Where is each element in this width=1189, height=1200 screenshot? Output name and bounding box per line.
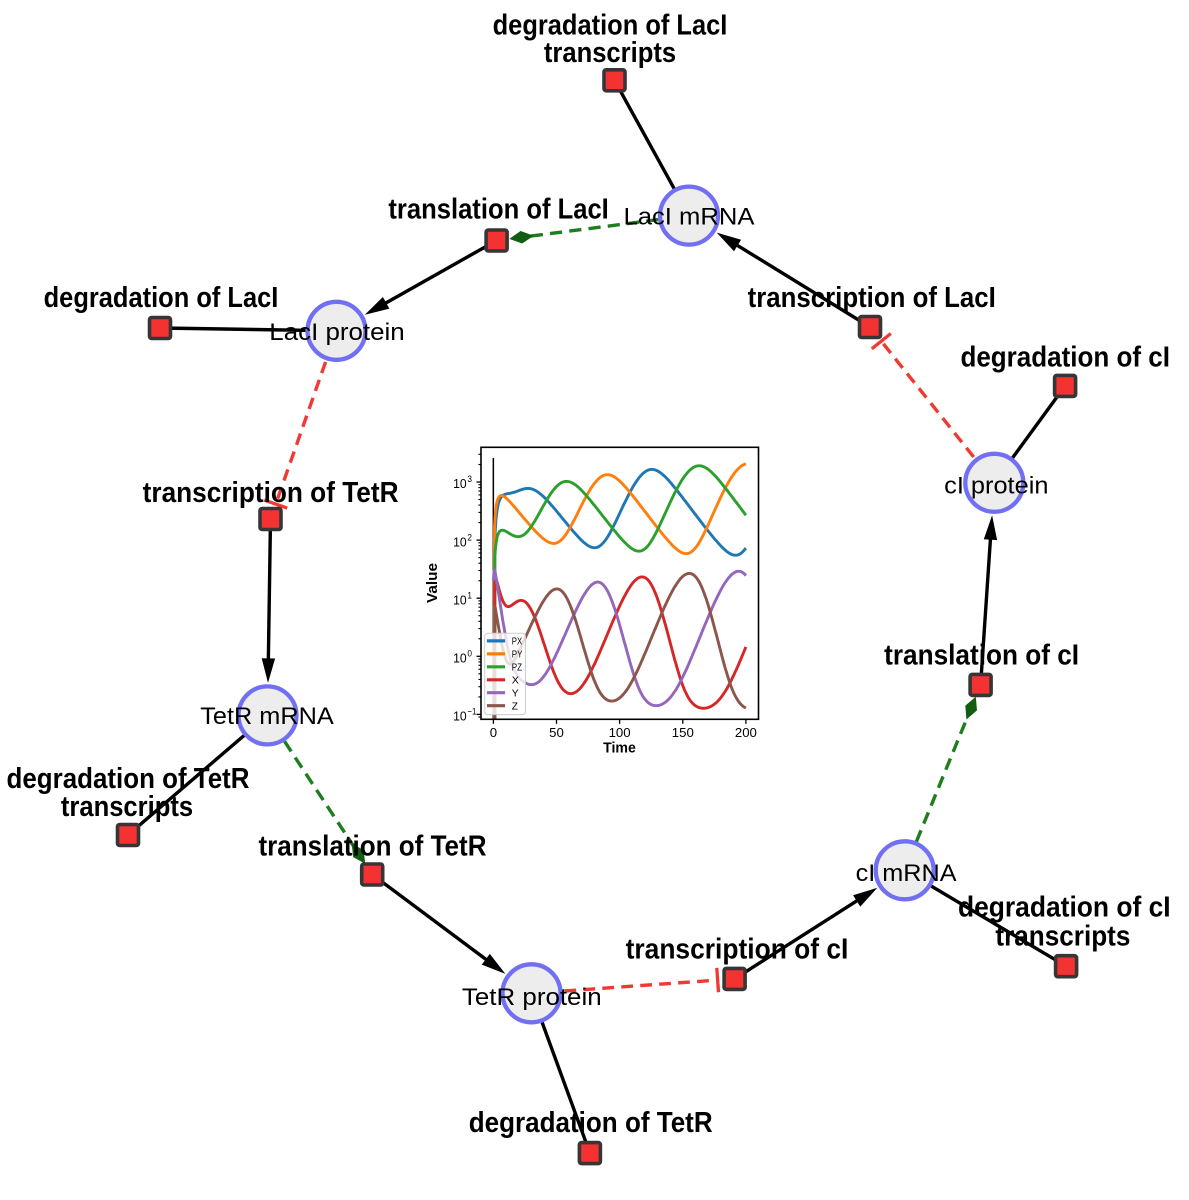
svg-text:degradation of LacI: degradation of LacI: [44, 282, 279, 314]
svg-text:3: 3: [467, 474, 472, 484]
svg-text:translation of TetR: translation of TetR: [259, 830, 487, 862]
svg-text:transcripts: transcripts: [61, 791, 193, 823]
svg-text:0: 0: [467, 649, 472, 659]
svg-text:degradation of LacI: degradation of LacI: [493, 10, 728, 42]
svg-text:degradation of cI: degradation of cI: [960, 342, 1170, 374]
svg-text:cI mRNA: cI mRNA: [856, 860, 958, 887]
svg-text:1: 1: [467, 590, 472, 600]
svg-text:LacI protein: LacI protein: [269, 319, 404, 346]
svg-text:2: 2: [467, 532, 472, 542]
svg-text:transcripts: transcripts: [995, 921, 1130, 953]
svg-text:cI protein: cI protein: [944, 473, 1048, 500]
svg-text:0: 0: [490, 725, 497, 740]
svg-text:degradation of TetR: degradation of TetR: [469, 1107, 713, 1139]
svg-text:100: 100: [609, 725, 631, 740]
svg-text:degradation of TetR: degradation of TetR: [7, 763, 250, 795]
svg-text:Value: Value: [425, 563, 441, 603]
svg-text:150: 150: [672, 725, 694, 740]
svg-text:TetR mRNA: TetR mRNA: [200, 703, 334, 730]
svg-text:−1: −1: [467, 707, 476, 717]
svg-text:Y: Y: [512, 689, 519, 700]
svg-text:X: X: [512, 676, 519, 687]
svg-text:10: 10: [453, 709, 467, 724]
svg-text:translation of cI: translation of cI: [884, 640, 1079, 672]
svg-text:10: 10: [453, 651, 467, 666]
svg-text:transcripts: transcripts: [544, 37, 676, 69]
svg-text:PZ: PZ: [512, 663, 522, 674]
svg-text:50: 50: [549, 725, 564, 740]
svg-text:PX: PX: [512, 637, 522, 648]
svg-text:200: 200: [735, 725, 757, 740]
svg-text:translation of LacI: translation of LacI: [388, 194, 608, 226]
svg-text:transcription of cI: transcription of cI: [626, 934, 849, 966]
svg-text:TetR protein: TetR protein: [462, 984, 602, 1011]
svg-text:degradation of cI: degradation of cI: [958, 892, 1171, 924]
svg-text:Time: Time: [603, 741, 636, 757]
svg-text:10: 10: [453, 534, 467, 549]
svg-text:LacI mRNA: LacI mRNA: [624, 204, 756, 231]
svg-text:10: 10: [453, 476, 467, 491]
svg-text:10: 10: [453, 592, 467, 607]
svg-text:transcription of LacI: transcription of LacI: [748, 282, 996, 314]
svg-text:transcription of TetR: transcription of TetR: [143, 477, 399, 509]
svg-text:Z: Z: [512, 702, 518, 713]
svg-text:PY: PY: [512, 650, 523, 661]
